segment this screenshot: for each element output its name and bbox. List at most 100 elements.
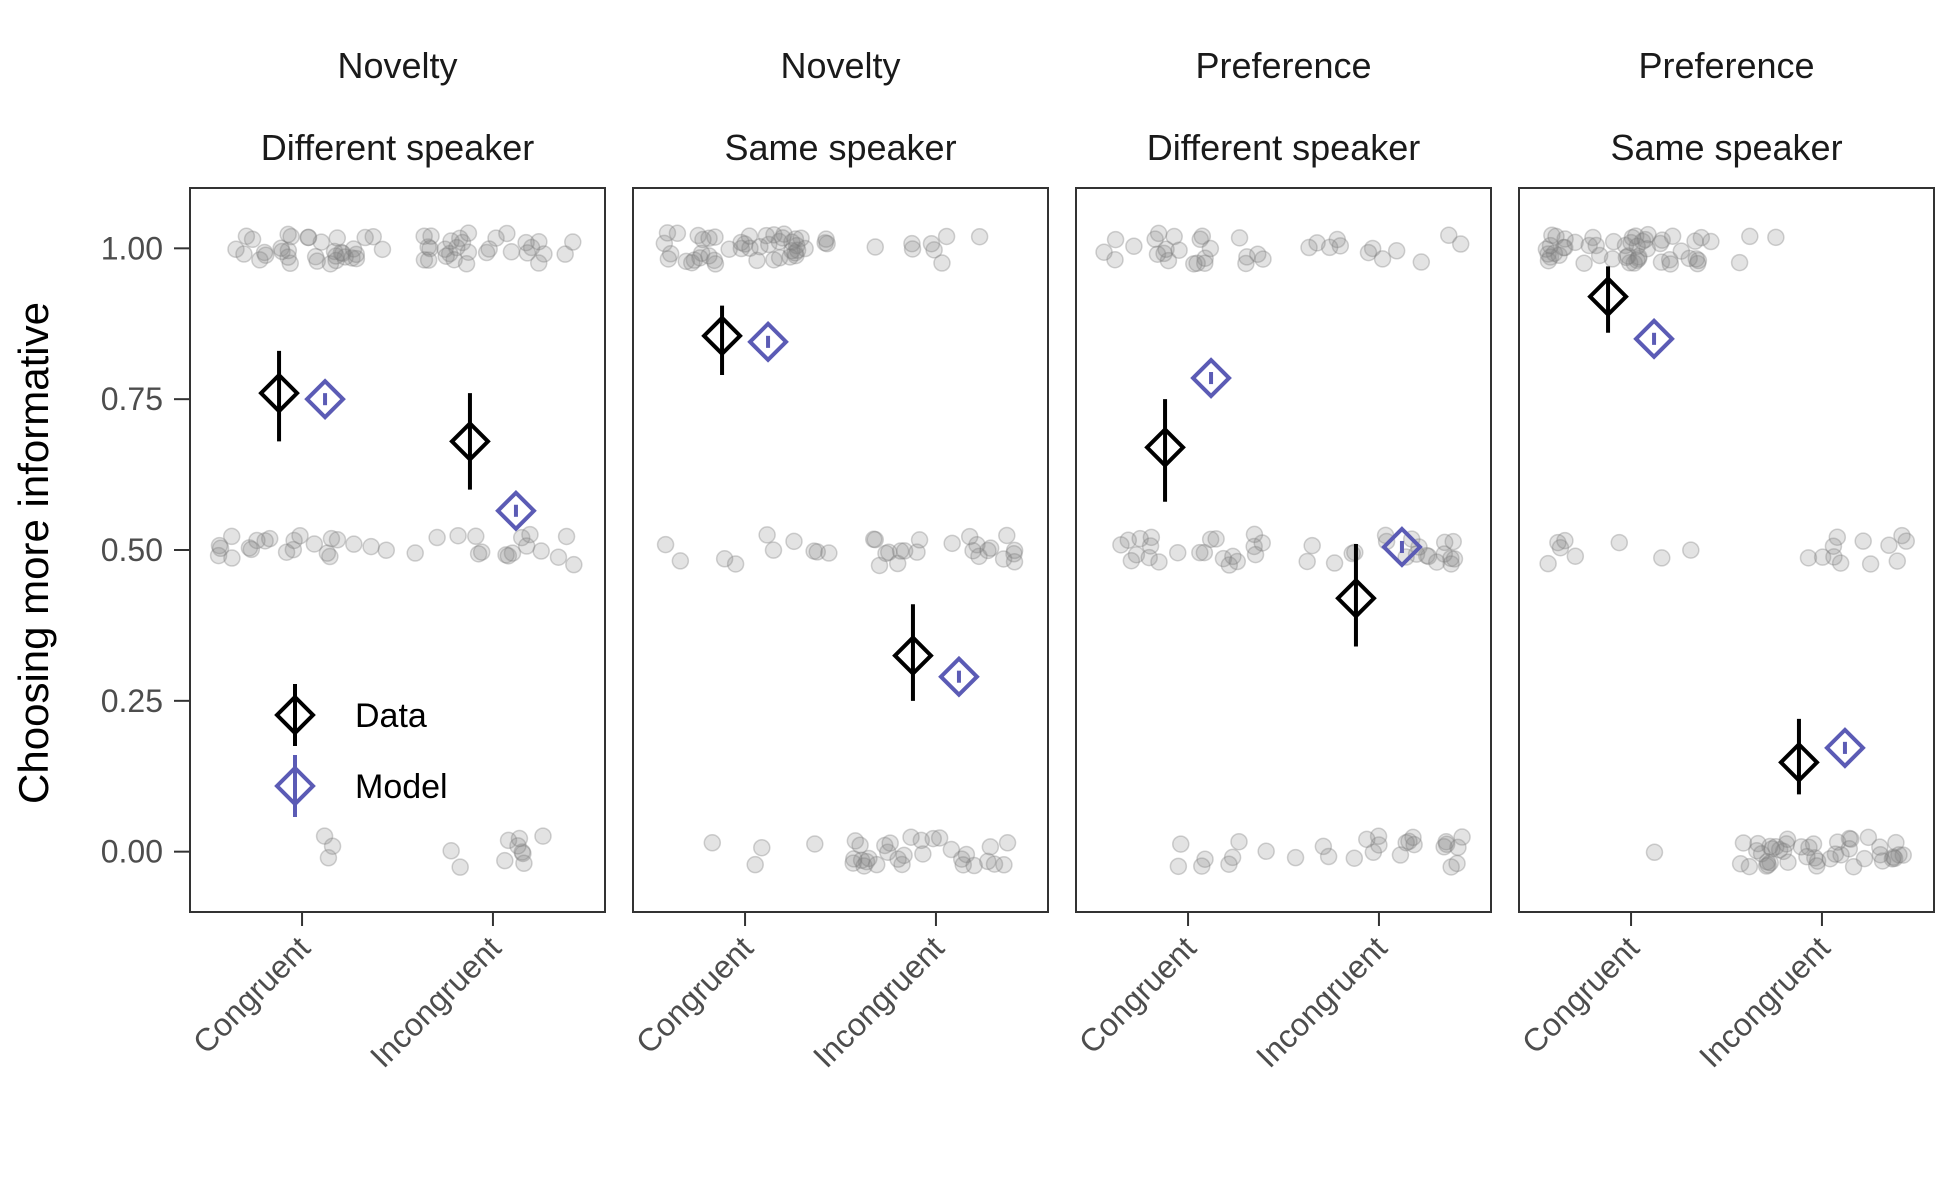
participant-point xyxy=(1127,545,1146,564)
x-tick-label: Congruent xyxy=(1072,929,1203,1060)
participant-point xyxy=(1731,855,1750,873)
participant-point xyxy=(844,854,862,872)
participant-point xyxy=(1543,226,1561,245)
participant-point xyxy=(377,541,396,559)
participant-point xyxy=(306,247,325,266)
participant-point xyxy=(534,827,552,845)
participant-point xyxy=(1437,835,1456,854)
participant-point xyxy=(1692,228,1711,247)
participant-point xyxy=(806,835,824,853)
participant-point xyxy=(1005,545,1023,563)
participant-point xyxy=(1702,232,1720,251)
participant-point xyxy=(499,547,518,565)
participant-point xyxy=(1451,235,1470,253)
participant-point xyxy=(952,850,971,868)
data-mean-point xyxy=(1778,741,1820,784)
participant-point xyxy=(1821,849,1839,868)
model-mean-point xyxy=(304,378,346,420)
participant-point xyxy=(968,536,986,554)
participant-point xyxy=(1345,849,1364,867)
participant-point xyxy=(1397,833,1415,852)
data-mean-point xyxy=(1587,275,1629,318)
participant-point xyxy=(1246,545,1265,564)
participant-point xyxy=(1770,840,1789,859)
participant-point xyxy=(748,251,766,270)
participant-point xyxy=(1328,230,1347,249)
participant-point xyxy=(284,540,303,559)
participant-point xyxy=(1119,531,1138,549)
participant-point xyxy=(437,247,455,265)
participant-point xyxy=(279,225,297,244)
participant-point xyxy=(1894,846,1912,864)
participant-point xyxy=(1761,853,1779,872)
participant-point xyxy=(1363,239,1382,258)
participant-point xyxy=(816,234,834,252)
participant-point xyxy=(513,843,531,861)
participant-point xyxy=(1364,843,1383,862)
participant-point xyxy=(1387,242,1406,260)
participant-point xyxy=(808,543,827,561)
participant-point xyxy=(1435,533,1454,552)
participant-point xyxy=(746,855,764,874)
participant-point xyxy=(209,546,228,565)
participant-point xyxy=(1626,227,1645,245)
participant-point xyxy=(668,224,687,243)
participant-point xyxy=(305,535,324,553)
participant-point xyxy=(1245,537,1263,556)
participant-point xyxy=(893,855,911,874)
participant-point xyxy=(1437,832,1455,851)
legend-label: Data xyxy=(355,697,427,735)
participant-point xyxy=(332,243,351,262)
participant-point xyxy=(879,843,897,861)
participant-point xyxy=(356,228,374,247)
facet-panels: Novelty Different speaker Congruent Incongr… xyxy=(186,45,1935,1074)
participant-point xyxy=(1831,554,1850,572)
participant-point xyxy=(979,852,997,871)
participant-point xyxy=(1880,536,1898,555)
participant-point xyxy=(981,539,1000,557)
participant-point xyxy=(700,229,718,247)
participant-point xyxy=(1303,536,1321,555)
participant-point xyxy=(1185,255,1203,273)
participant-point xyxy=(515,854,533,873)
participant-point xyxy=(237,227,256,246)
participant-point xyxy=(1554,238,1573,257)
participant-point xyxy=(1417,546,1436,565)
participant-point xyxy=(517,233,535,252)
participant-point xyxy=(706,228,724,246)
participant-point xyxy=(502,243,521,261)
model-mean-point xyxy=(747,321,789,363)
participant-point xyxy=(1748,841,1766,860)
participant-point xyxy=(453,233,472,252)
participant-point xyxy=(299,228,318,247)
participant-point xyxy=(924,829,942,848)
y-tick-label: 1.00 xyxy=(101,230,163,266)
participant-point xyxy=(960,527,979,546)
participant-point xyxy=(1331,237,1350,255)
participant-point xyxy=(1828,833,1847,851)
participant-point xyxy=(1752,844,1771,863)
participant-point xyxy=(1141,537,1160,555)
participant-point xyxy=(908,543,926,561)
participant-point xyxy=(477,243,496,262)
participant-point xyxy=(1369,827,1388,846)
participant-point xyxy=(1590,246,1609,265)
participant-point xyxy=(979,541,997,560)
facet-panel: Preference Same speaker Congruent Incongrue… xyxy=(1515,45,1935,1074)
participant-point xyxy=(469,545,488,563)
participant-point xyxy=(781,248,799,266)
participant-point xyxy=(1168,543,1187,562)
participant-point xyxy=(1549,533,1567,552)
participant-point xyxy=(954,856,972,874)
participant-point xyxy=(1580,236,1598,255)
participant-point xyxy=(689,226,707,245)
participant-point xyxy=(223,549,241,567)
participant-point xyxy=(902,828,920,846)
participant-point xyxy=(925,241,943,259)
participant-point xyxy=(459,224,478,242)
participant-point xyxy=(1551,538,1570,557)
participant-point xyxy=(1774,842,1793,861)
participant-point xyxy=(1150,553,1168,571)
participant-point xyxy=(299,228,317,247)
participant-point xyxy=(440,244,459,263)
